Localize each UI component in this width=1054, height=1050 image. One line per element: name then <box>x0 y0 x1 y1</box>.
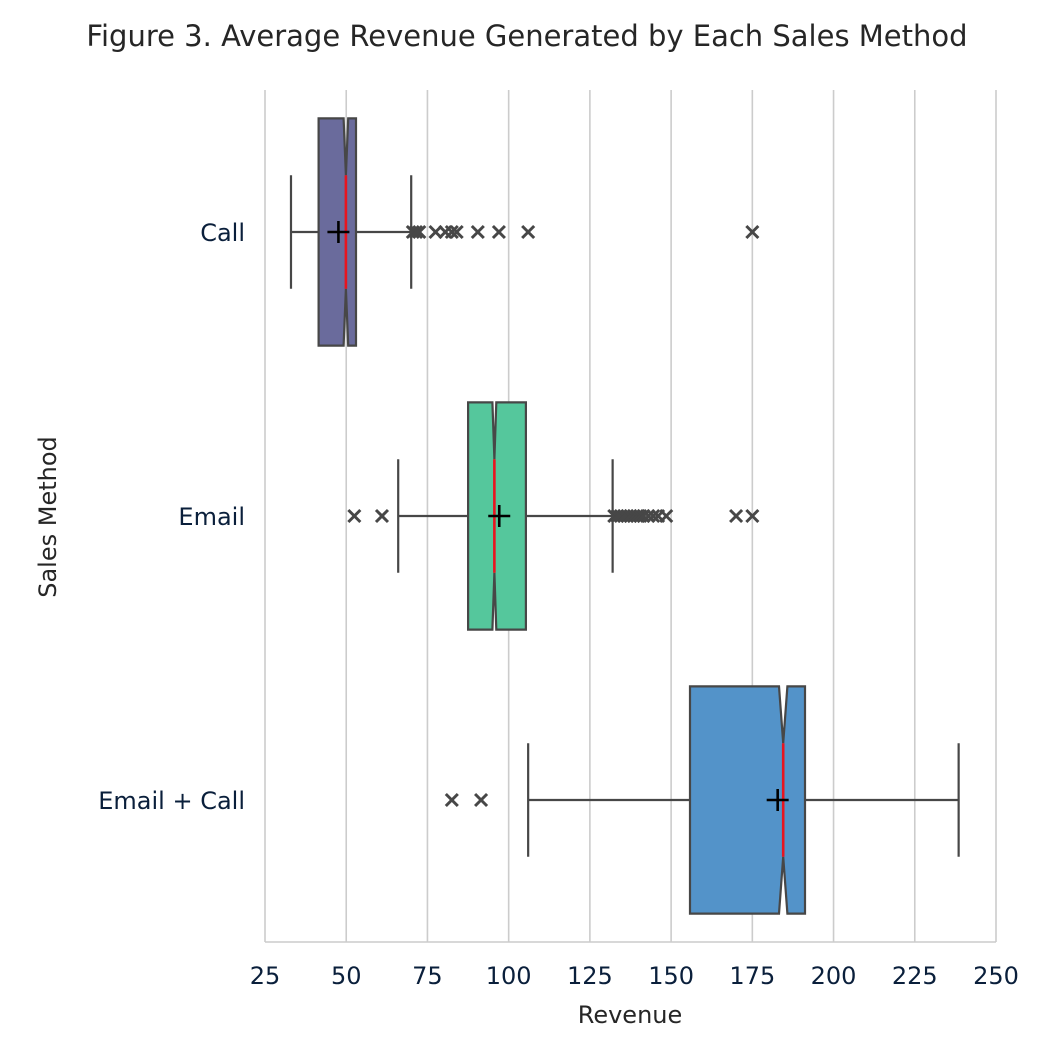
outlier-marker <box>521 224 536 240</box>
x-tick-label: 75 <box>412 962 443 990</box>
outlier-marker <box>409 224 424 240</box>
x-tick-label: 150 <box>648 962 694 990</box>
outlier-marker <box>473 792 489 808</box>
y-tick-label: Email <box>178 503 245 531</box>
outlier-marker <box>659 508 674 524</box>
x-tick-labels: 25 50 75 100 125 150 175 200 225 250 <box>250 962 1019 990</box>
outlier-marker <box>745 508 760 524</box>
outlier-marker <box>347 508 362 524</box>
y-tick-labels: Call Email Email + Call <box>98 219 245 815</box>
x-tick-label: 250 <box>973 962 1019 990</box>
outlier-marker <box>491 224 506 240</box>
mean-marker <box>488 505 511 527</box>
y-tick-label: Email + Call <box>98 787 245 815</box>
box-group <box>347 401 760 631</box>
mean-marker <box>766 789 789 811</box>
box-body <box>688 685 807 915</box>
x-tick-label: 225 <box>892 962 938 990</box>
outlier-marker <box>729 508 744 524</box>
outlier-marker <box>745 224 760 240</box>
x-tick-label: 175 <box>729 962 775 990</box>
outlier-marker <box>412 224 427 240</box>
outlier-marker <box>449 224 464 240</box>
box-group <box>444 685 960 915</box>
x-tick-label: 200 <box>811 962 857 990</box>
outlier-marker <box>444 224 459 240</box>
chart-title: Figure 3. Average Revenue Generated by E… <box>86 19 967 53</box>
mean-marker <box>327 221 350 243</box>
box-group <box>289 117 760 347</box>
outlier-marker <box>470 224 485 240</box>
outlier-marker <box>646 508 661 524</box>
x-tick-label: 25 <box>250 962 281 990</box>
boxes <box>289 117 960 915</box>
x-tick-label: 100 <box>486 962 532 990</box>
x-tick-label: 50 <box>331 962 362 990</box>
x-tick-label: 125 <box>567 962 613 990</box>
y-tick-label: Call <box>200 219 245 247</box>
x-axis-label: Revenue <box>578 1001 683 1029</box>
y-axis-label: Sales Method <box>34 436 62 598</box>
outlier-marker <box>374 508 390 524</box>
outlier-marker <box>444 792 459 808</box>
